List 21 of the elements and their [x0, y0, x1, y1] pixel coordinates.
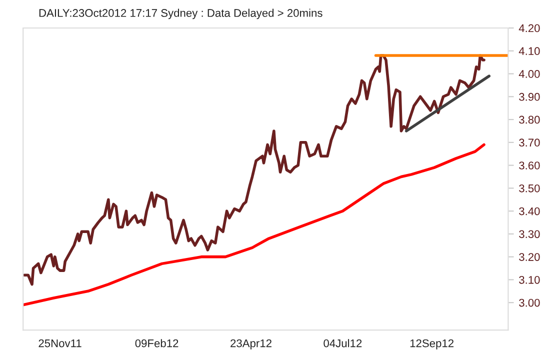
line-series — [23, 143, 486, 306]
y-tick-label: 4.20 — [518, 24, 540, 32]
y-tick-label: 4.00 — [518, 70, 540, 78]
y-tick-label: 3.30 — [519, 230, 540, 238]
x-tick-label: 12Sep12 — [410, 339, 454, 350]
y-tick-label: 4.10 — [518, 47, 540, 56]
y-tick-label: 3.70 — [519, 138, 540, 147]
y-tick-label: 3.60 — [519, 162, 540, 170]
y-tick-label: 3.90 — [519, 92, 540, 101]
y-tick-label: 3.00 — [519, 298, 540, 307]
x-tick-label: 09Feb12 — [135, 339, 178, 348]
line-series — [23, 54, 486, 286]
y-tick-label: 3.80 — [519, 116, 540, 124]
x-tick-label: 04Jul12 — [324, 339, 362, 348]
y-tick-label: 3.20 — [519, 253, 540, 261]
x-tick-label: 25Nov11 — [38, 339, 82, 348]
y-tick-label: 3.10 — [519, 276, 540, 284]
y-tick-label: 3.40 — [519, 207, 540, 216]
x-tick-label: 23Apr12 — [230, 339, 272, 350]
chart-title: DAILY:23Oct2012 17:17 Sydney : Data Delayed > 20mins — [39, 8, 322, 20]
y-tick-label: 3.50 — [519, 184, 540, 192]
